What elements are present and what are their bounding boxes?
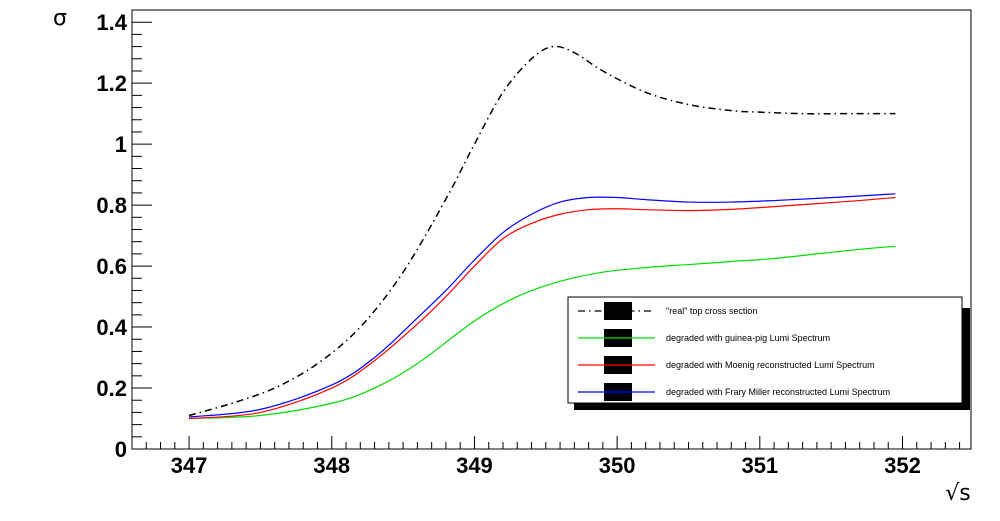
legend-label-2: degraded with guinea-pig Lumi Spectrum xyxy=(666,333,830,343)
series-line-2 xyxy=(189,245,896,420)
x-tick-label: 347 xyxy=(171,453,208,478)
y-axis-title: σ xyxy=(53,6,67,31)
y-tick-label: 0 xyxy=(115,437,127,462)
x-axis: 347 348 349 350 351 352 xyxy=(131,436,971,478)
y-tick-label: 1.2 xyxy=(96,71,127,96)
y-tick-label: 1.4 xyxy=(96,10,127,35)
x-tick-label: 352 xyxy=(884,453,921,478)
x-tick-label: 349 xyxy=(456,453,493,478)
x-tick-label: 348 xyxy=(313,453,350,478)
y-tick-label: 0.2 xyxy=(96,376,127,401)
legend-box xyxy=(567,296,963,404)
x-axis-title: √s xyxy=(945,481,970,506)
y-tick-label: 0.8 xyxy=(96,193,127,218)
y-tick-label: 0.4 xyxy=(96,315,127,340)
y-tick-label: 1 xyxy=(115,132,127,157)
legend: "real" top cross section degraded with gu… xyxy=(567,296,970,410)
x-tick-label: 351 xyxy=(741,453,778,478)
series-line-3 xyxy=(189,196,896,420)
legend-label-3: degraded with Moenig reconstructed Lumi … xyxy=(666,360,875,370)
series-line-4 xyxy=(189,193,896,418)
x-tick-label: 350 xyxy=(599,453,636,478)
legend-label-1: "real" top cross section xyxy=(666,306,757,316)
legend-label-4: degraded with Frary Miller reconstructed… xyxy=(666,387,890,397)
y-tick-label: 0.6 xyxy=(96,254,127,279)
y-axis: 0 0.2 0.4 0.6 0.8 1 1.2 1.4 xyxy=(96,9,152,462)
series-layer xyxy=(188,45,896,420)
